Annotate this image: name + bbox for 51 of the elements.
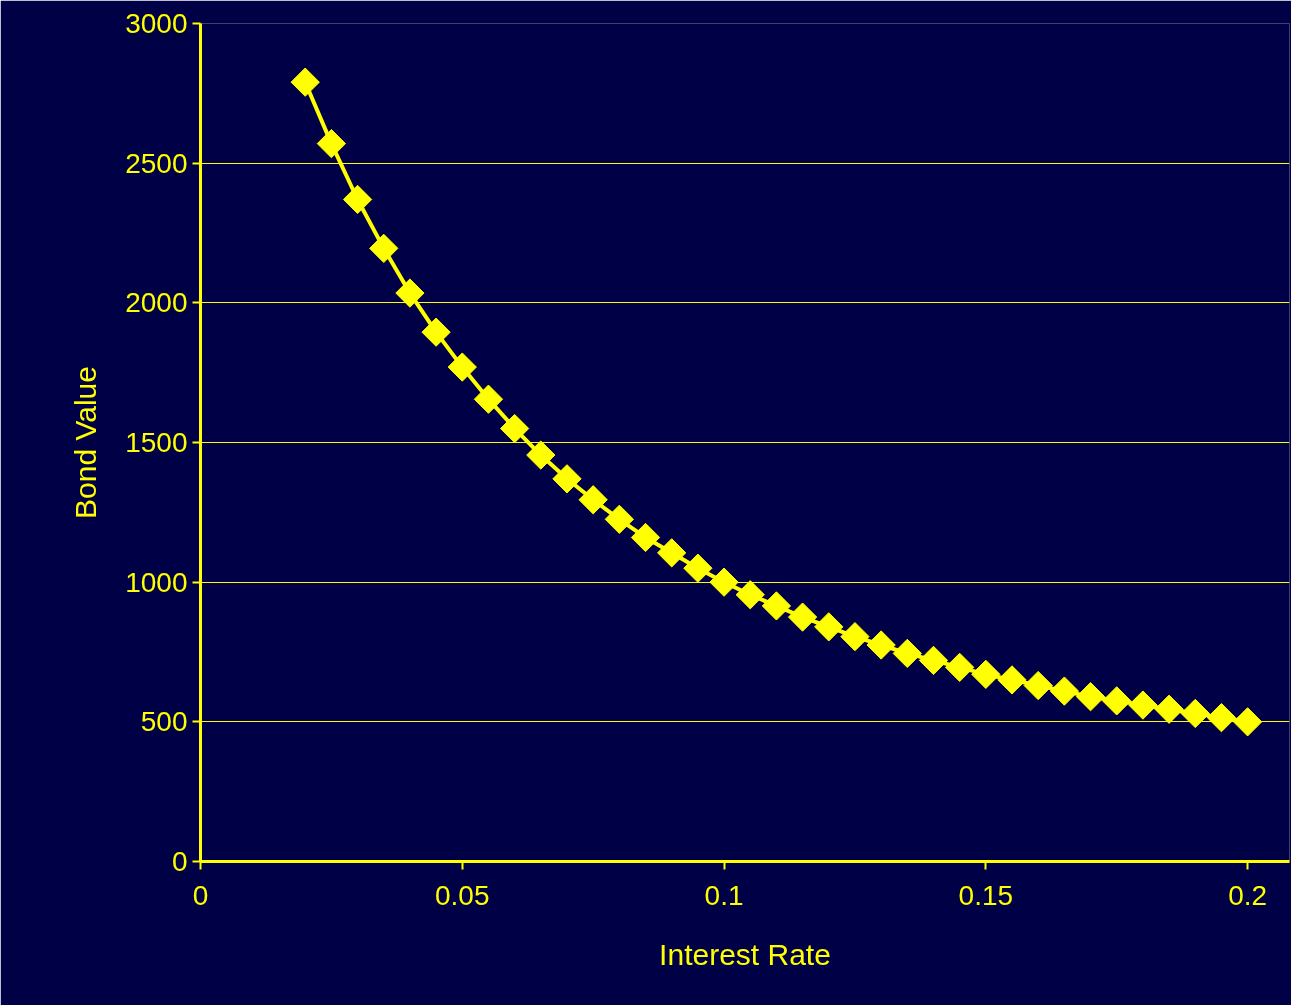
point bbox=[918, 645, 949, 676]
point bbox=[369, 233, 399, 264]
point bbox=[1023, 670, 1053, 701]
point bbox=[657, 538, 687, 568]
y-tick-label: 2000 bbox=[125, 287, 188, 319]
point bbox=[814, 612, 844, 642]
point bbox=[1102, 686, 1132, 716]
point bbox=[342, 184, 373, 215]
point bbox=[709, 567, 739, 597]
point bbox=[866, 630, 896, 660]
point bbox=[1154, 694, 1184, 724]
x-tick-label: 0.1 bbox=[704, 879, 744, 911]
point bbox=[1232, 707, 1263, 737]
point bbox=[604, 504, 634, 534]
y-tick-label: 500 bbox=[140, 706, 188, 738]
x-tick-label: 0 bbox=[192, 879, 209, 911]
point bbox=[997, 665, 1027, 695]
point bbox=[630, 522, 661, 553]
y-tick-label: 2500 bbox=[125, 147, 188, 179]
x-tick-label: 0.2 bbox=[1228, 879, 1268, 911]
point bbox=[552, 464, 582, 494]
point bbox=[316, 128, 347, 159]
point bbox=[1049, 676, 1080, 706]
point bbox=[945, 652, 975, 683]
x-tick-label: 0.05 bbox=[435, 879, 490, 911]
point bbox=[290, 67, 320, 97]
point bbox=[499, 413, 530, 444]
point bbox=[761, 591, 792, 621]
point bbox=[840, 621, 870, 652]
point bbox=[971, 659, 1001, 689]
y-tick-label: 3000 bbox=[125, 8, 188, 39]
point bbox=[892, 638, 922, 669]
point bbox=[787, 602, 818, 632]
point bbox=[1180, 698, 1210, 729]
point bbox=[578, 485, 608, 515]
point bbox=[447, 352, 477, 382]
y-axis-title: Bond Value bbox=[69, 366, 103, 519]
point bbox=[1075, 682, 1106, 712]
point bbox=[473, 384, 504, 414]
point bbox=[735, 580, 765, 610]
point bbox=[1128, 690, 1158, 720]
point bbox=[1206, 703, 1237, 733]
x-tick-label: 0.15 bbox=[958, 879, 1014, 911]
x-axis-title: Interest Rate bbox=[659, 937, 831, 971]
point bbox=[421, 317, 451, 347]
point bbox=[526, 440, 556, 470]
y-tick-label: 1000 bbox=[125, 566, 188, 598]
point bbox=[395, 278, 425, 308]
y-tick-label: 1500 bbox=[125, 427, 188, 458]
y-tick-label: 0 bbox=[171, 846, 188, 877]
point bbox=[683, 553, 713, 583]
